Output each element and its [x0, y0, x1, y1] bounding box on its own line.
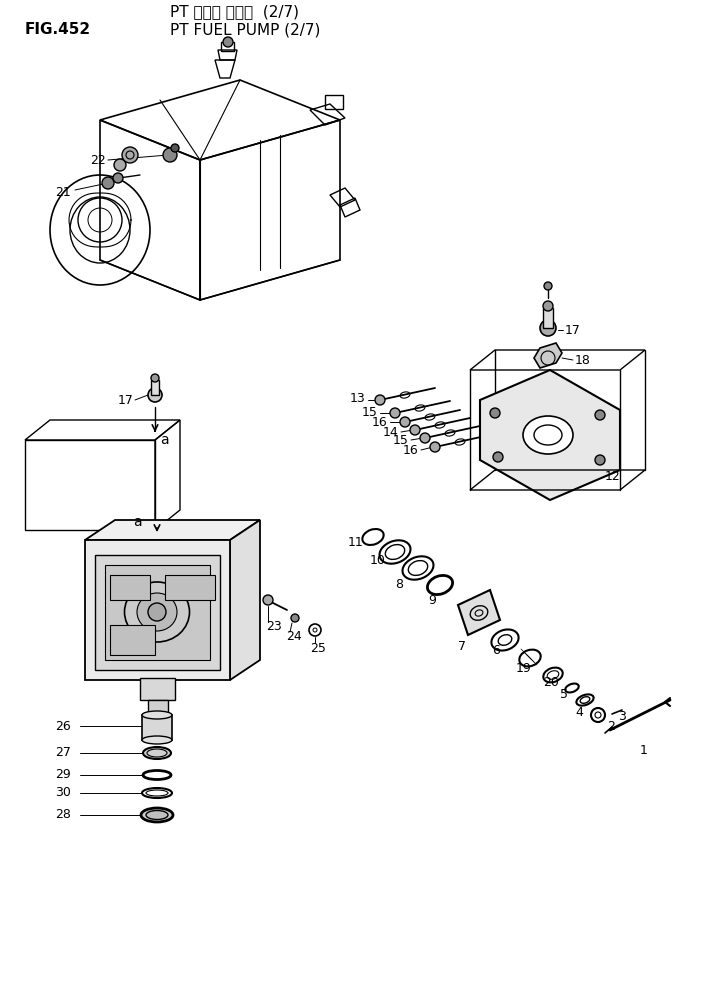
Ellipse shape	[141, 808, 173, 822]
Ellipse shape	[523, 416, 573, 454]
Polygon shape	[85, 520, 260, 540]
Circle shape	[595, 455, 605, 465]
Bar	[221, 42, 234, 51]
Bar	[543, 308, 553, 328]
Ellipse shape	[137, 593, 177, 631]
Text: 2: 2	[607, 720, 615, 732]
Polygon shape	[85, 540, 230, 680]
Polygon shape	[165, 575, 215, 600]
Circle shape	[113, 173, 123, 183]
Text: 10: 10	[370, 554, 386, 566]
Polygon shape	[230, 520, 260, 680]
Text: 16: 16	[372, 416, 387, 428]
Circle shape	[375, 395, 385, 405]
Text: 16: 16	[403, 444, 419, 456]
Text: 25: 25	[310, 642, 326, 654]
Text: 14: 14	[383, 426, 399, 438]
Text: 29: 29	[55, 768, 71, 782]
Circle shape	[493, 452, 503, 462]
Text: 17: 17	[118, 393, 134, 406]
Circle shape	[400, 417, 410, 427]
Circle shape	[163, 148, 177, 162]
Ellipse shape	[148, 603, 166, 621]
Text: 8: 8	[395, 578, 403, 591]
Circle shape	[148, 388, 162, 402]
Polygon shape	[534, 343, 562, 368]
Text: 24: 24	[286, 630, 302, 643]
Text: a: a	[133, 515, 141, 529]
Circle shape	[263, 595, 273, 605]
Text: 15: 15	[362, 406, 378, 420]
Text: 26: 26	[55, 720, 71, 732]
Bar	[325, 95, 343, 109]
Circle shape	[151, 374, 159, 382]
Text: 23: 23	[266, 620, 282, 634]
Text: 20: 20	[543, 676, 559, 690]
Circle shape	[410, 425, 420, 435]
Circle shape	[122, 147, 138, 163]
Polygon shape	[110, 625, 155, 655]
Text: 1: 1	[640, 744, 648, 756]
Text: 18: 18	[575, 354, 591, 366]
Text: a: a	[160, 433, 169, 447]
Text: 15: 15	[393, 434, 409, 446]
Text: 27: 27	[55, 746, 71, 760]
Ellipse shape	[143, 747, 171, 759]
Text: 6: 6	[492, 644, 500, 656]
Polygon shape	[480, 370, 620, 500]
Circle shape	[540, 320, 556, 336]
Circle shape	[114, 159, 126, 171]
Text: 11: 11	[348, 536, 363, 548]
Circle shape	[102, 177, 114, 189]
Circle shape	[595, 410, 605, 420]
Circle shape	[171, 144, 179, 152]
Text: 22: 22	[90, 153, 106, 166]
Text: 17: 17	[565, 324, 581, 336]
Text: 4: 4	[575, 706, 583, 718]
Text: 9: 9	[428, 593, 436, 606]
Polygon shape	[140, 678, 175, 700]
Polygon shape	[148, 700, 168, 715]
Circle shape	[291, 614, 299, 622]
Text: 28: 28	[55, 808, 71, 822]
Circle shape	[490, 408, 500, 418]
Circle shape	[543, 301, 553, 311]
Circle shape	[223, 37, 233, 47]
Text: 12: 12	[605, 470, 621, 483]
Bar	[151, 380, 159, 395]
Ellipse shape	[142, 736, 172, 744]
Text: 5: 5	[560, 688, 568, 702]
Text: PT FUEL PUMP (2/7): PT FUEL PUMP (2/7)	[170, 22, 320, 37]
Text: PT フェル ポンプ  (2/7): PT フェル ポンプ (2/7)	[170, 4, 299, 19]
Text: 19: 19	[516, 662, 532, 674]
Text: 21: 21	[55, 186, 71, 198]
Text: 7: 7	[458, 640, 466, 652]
Polygon shape	[105, 565, 210, 660]
Circle shape	[544, 282, 552, 290]
Polygon shape	[458, 590, 500, 635]
Ellipse shape	[146, 810, 168, 820]
Polygon shape	[95, 555, 220, 670]
Text: 30: 30	[55, 786, 71, 800]
Ellipse shape	[124, 582, 189, 642]
Circle shape	[420, 433, 430, 443]
Text: 13: 13	[350, 391, 366, 404]
Bar	[142, 715, 172, 740]
Circle shape	[430, 442, 440, 452]
Polygon shape	[110, 575, 150, 600]
Text: 3: 3	[618, 710, 626, 722]
Ellipse shape	[142, 711, 172, 719]
Text: FIG.452: FIG.452	[25, 22, 91, 37]
Circle shape	[390, 408, 400, 418]
